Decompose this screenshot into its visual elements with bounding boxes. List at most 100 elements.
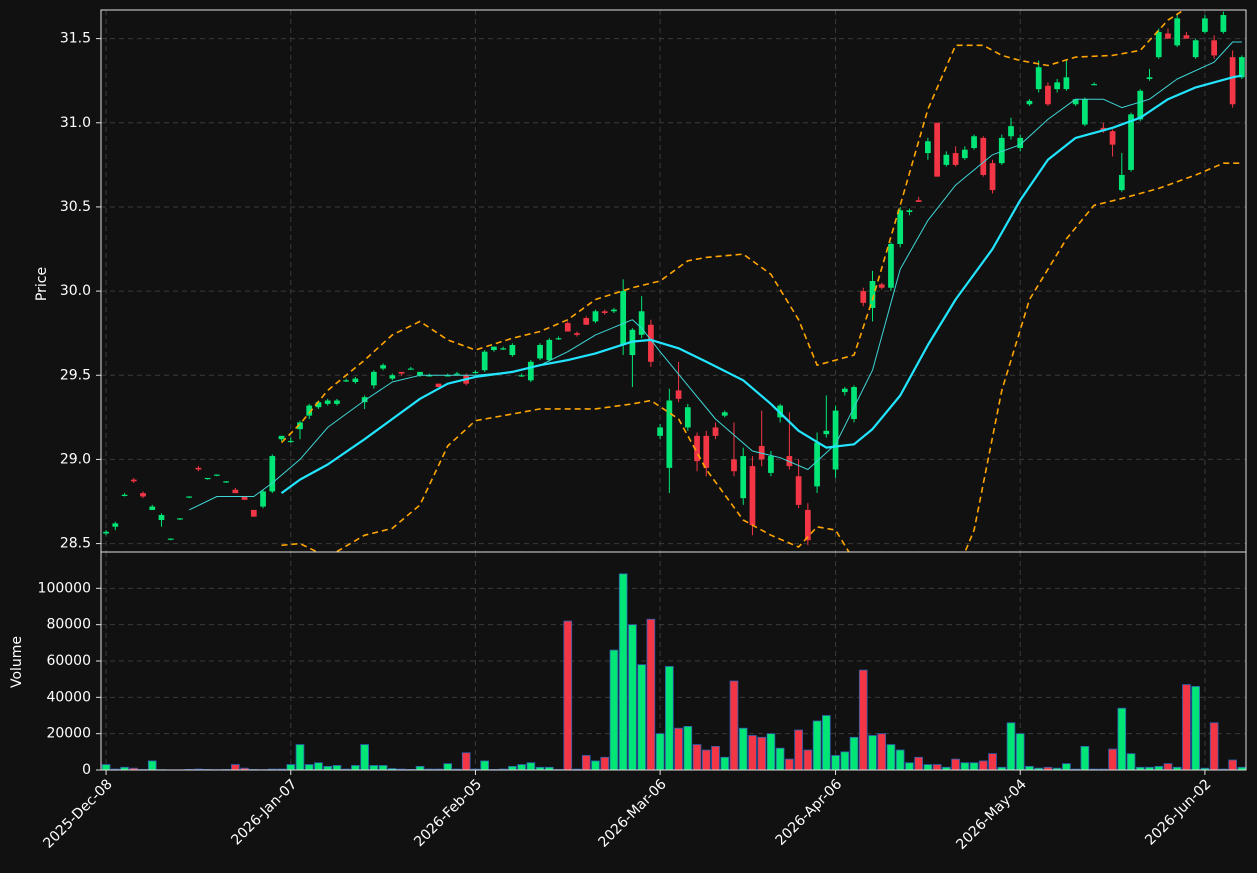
volume-bar [720, 756, 730, 771]
candle-body [527, 361, 534, 381]
volume-bar [1126, 753, 1136, 771]
y-tick-label: 30.5 [60, 199, 91, 215]
volume-bar [1163, 763, 1173, 771]
volume-bar [988, 753, 997, 771]
volume-bar [978, 760, 988, 771]
candle-body [1017, 137, 1024, 149]
candle-body [1202, 18, 1208, 32]
volume-bar [1154, 765, 1164, 771]
y-tick-label: 28.5 [60, 536, 91, 552]
candle-body [611, 309, 617, 312]
candle-body [195, 467, 202, 470]
volume-bar [932, 764, 942, 771]
candle-body [832, 410, 839, 470]
candle-body [601, 311, 608, 313]
candle-body [592, 311, 599, 322]
candle-body [1054, 82, 1061, 90]
volume-bar [803, 749, 813, 771]
candle-body [657, 427, 663, 436]
volume-bar [794, 729, 803, 771]
candle-body [214, 474, 220, 476]
candle-body [177, 518, 183, 520]
y-tick-label: 20000 [46, 726, 91, 742]
volume-bar [757, 736, 767, 771]
candle-body [768, 456, 774, 473]
candle-body [343, 380, 350, 382]
candle-body [435, 383, 442, 388]
candle-body [269, 456, 276, 492]
candle-body [648, 324, 654, 362]
volume-bar [304, 764, 314, 771]
y-tick-label: 100000 [38, 580, 91, 596]
volume-bar [323, 765, 333, 771]
volume-bar [840, 751, 850, 771]
candle-body [684, 407, 691, 428]
candle-body [380, 365, 386, 369]
candle-body [509, 344, 516, 356]
candle-body [731, 459, 737, 472]
candle-body [481, 351, 488, 371]
y-tick-label: 40000 [46, 689, 91, 705]
y-tick-label: 31.5 [60, 31, 91, 47]
y-tick-label: 0 [82, 762, 91, 778]
candle-body [1082, 99, 1088, 125]
candle-body [1109, 131, 1116, 145]
candle-body [417, 371, 423, 376]
volume-bar [332, 765, 342, 771]
candle-body [518, 375, 525, 377]
volume-bar [729, 680, 739, 771]
candle-body [1220, 15, 1227, 32]
volume-bar [526, 762, 536, 771]
candle-body [1128, 114, 1134, 170]
candle-body [186, 496, 193, 498]
candle-body [167, 538, 174, 540]
candle-body [250, 509, 257, 517]
y-tick-label: 29.5 [60, 367, 91, 383]
volume-bar [738, 727, 748, 771]
candle-body [1091, 84, 1097, 86]
candle-body [823, 430, 830, 435]
volume-bar [969, 762, 979, 771]
candle-body [306, 405, 313, 416]
volume-bar [415, 765, 425, 771]
band-line [280, 10, 1186, 444]
candle-body [1026, 100, 1033, 105]
candle-body [1063, 77, 1070, 90]
y-tick-label: 31.0 [60, 115, 91, 131]
candle-body [1211, 40, 1218, 56]
candle-body [361, 397, 368, 403]
candle-body [444, 375, 451, 377]
volume-bar [683, 726, 693, 771]
candle-body [130, 479, 137, 482]
price-plot [103, 10, 1245, 552]
candle-body [851, 387, 857, 420]
candle-body [352, 378, 359, 382]
volume-frame [100, 551, 1247, 771]
candle-body [324, 400, 331, 404]
candle-body [1165, 33, 1171, 39]
volume-bar [443, 763, 453, 771]
volume-bar [914, 756, 923, 771]
y-tick-label: 30.0 [60, 283, 91, 299]
volume-bar [508, 765, 517, 771]
candle-body [869, 281, 876, 308]
candle-body [638, 311, 645, 335]
volume-bar [581, 755, 591, 771]
volume-bar [1117, 707, 1127, 771]
volume-bar [517, 764, 526, 771]
volume-bar [609, 649, 619, 771]
candle-body [841, 388, 848, 393]
volume-bar [748, 735, 757, 771]
candle-body [906, 210, 913, 212]
candle-body [703, 435, 710, 468]
candle-body [721, 412, 728, 416]
candle-body [297, 422, 303, 430]
volume-bar [314, 762, 323, 771]
candle-body [241, 496, 248, 500]
volume-bar [1108, 748, 1117, 771]
volume-bar [692, 744, 702, 771]
moving-average [188, 41, 1242, 511]
volume-bar [858, 669, 868, 771]
volume-bar [1182, 684, 1191, 771]
volume-bar [1015, 733, 1025, 771]
